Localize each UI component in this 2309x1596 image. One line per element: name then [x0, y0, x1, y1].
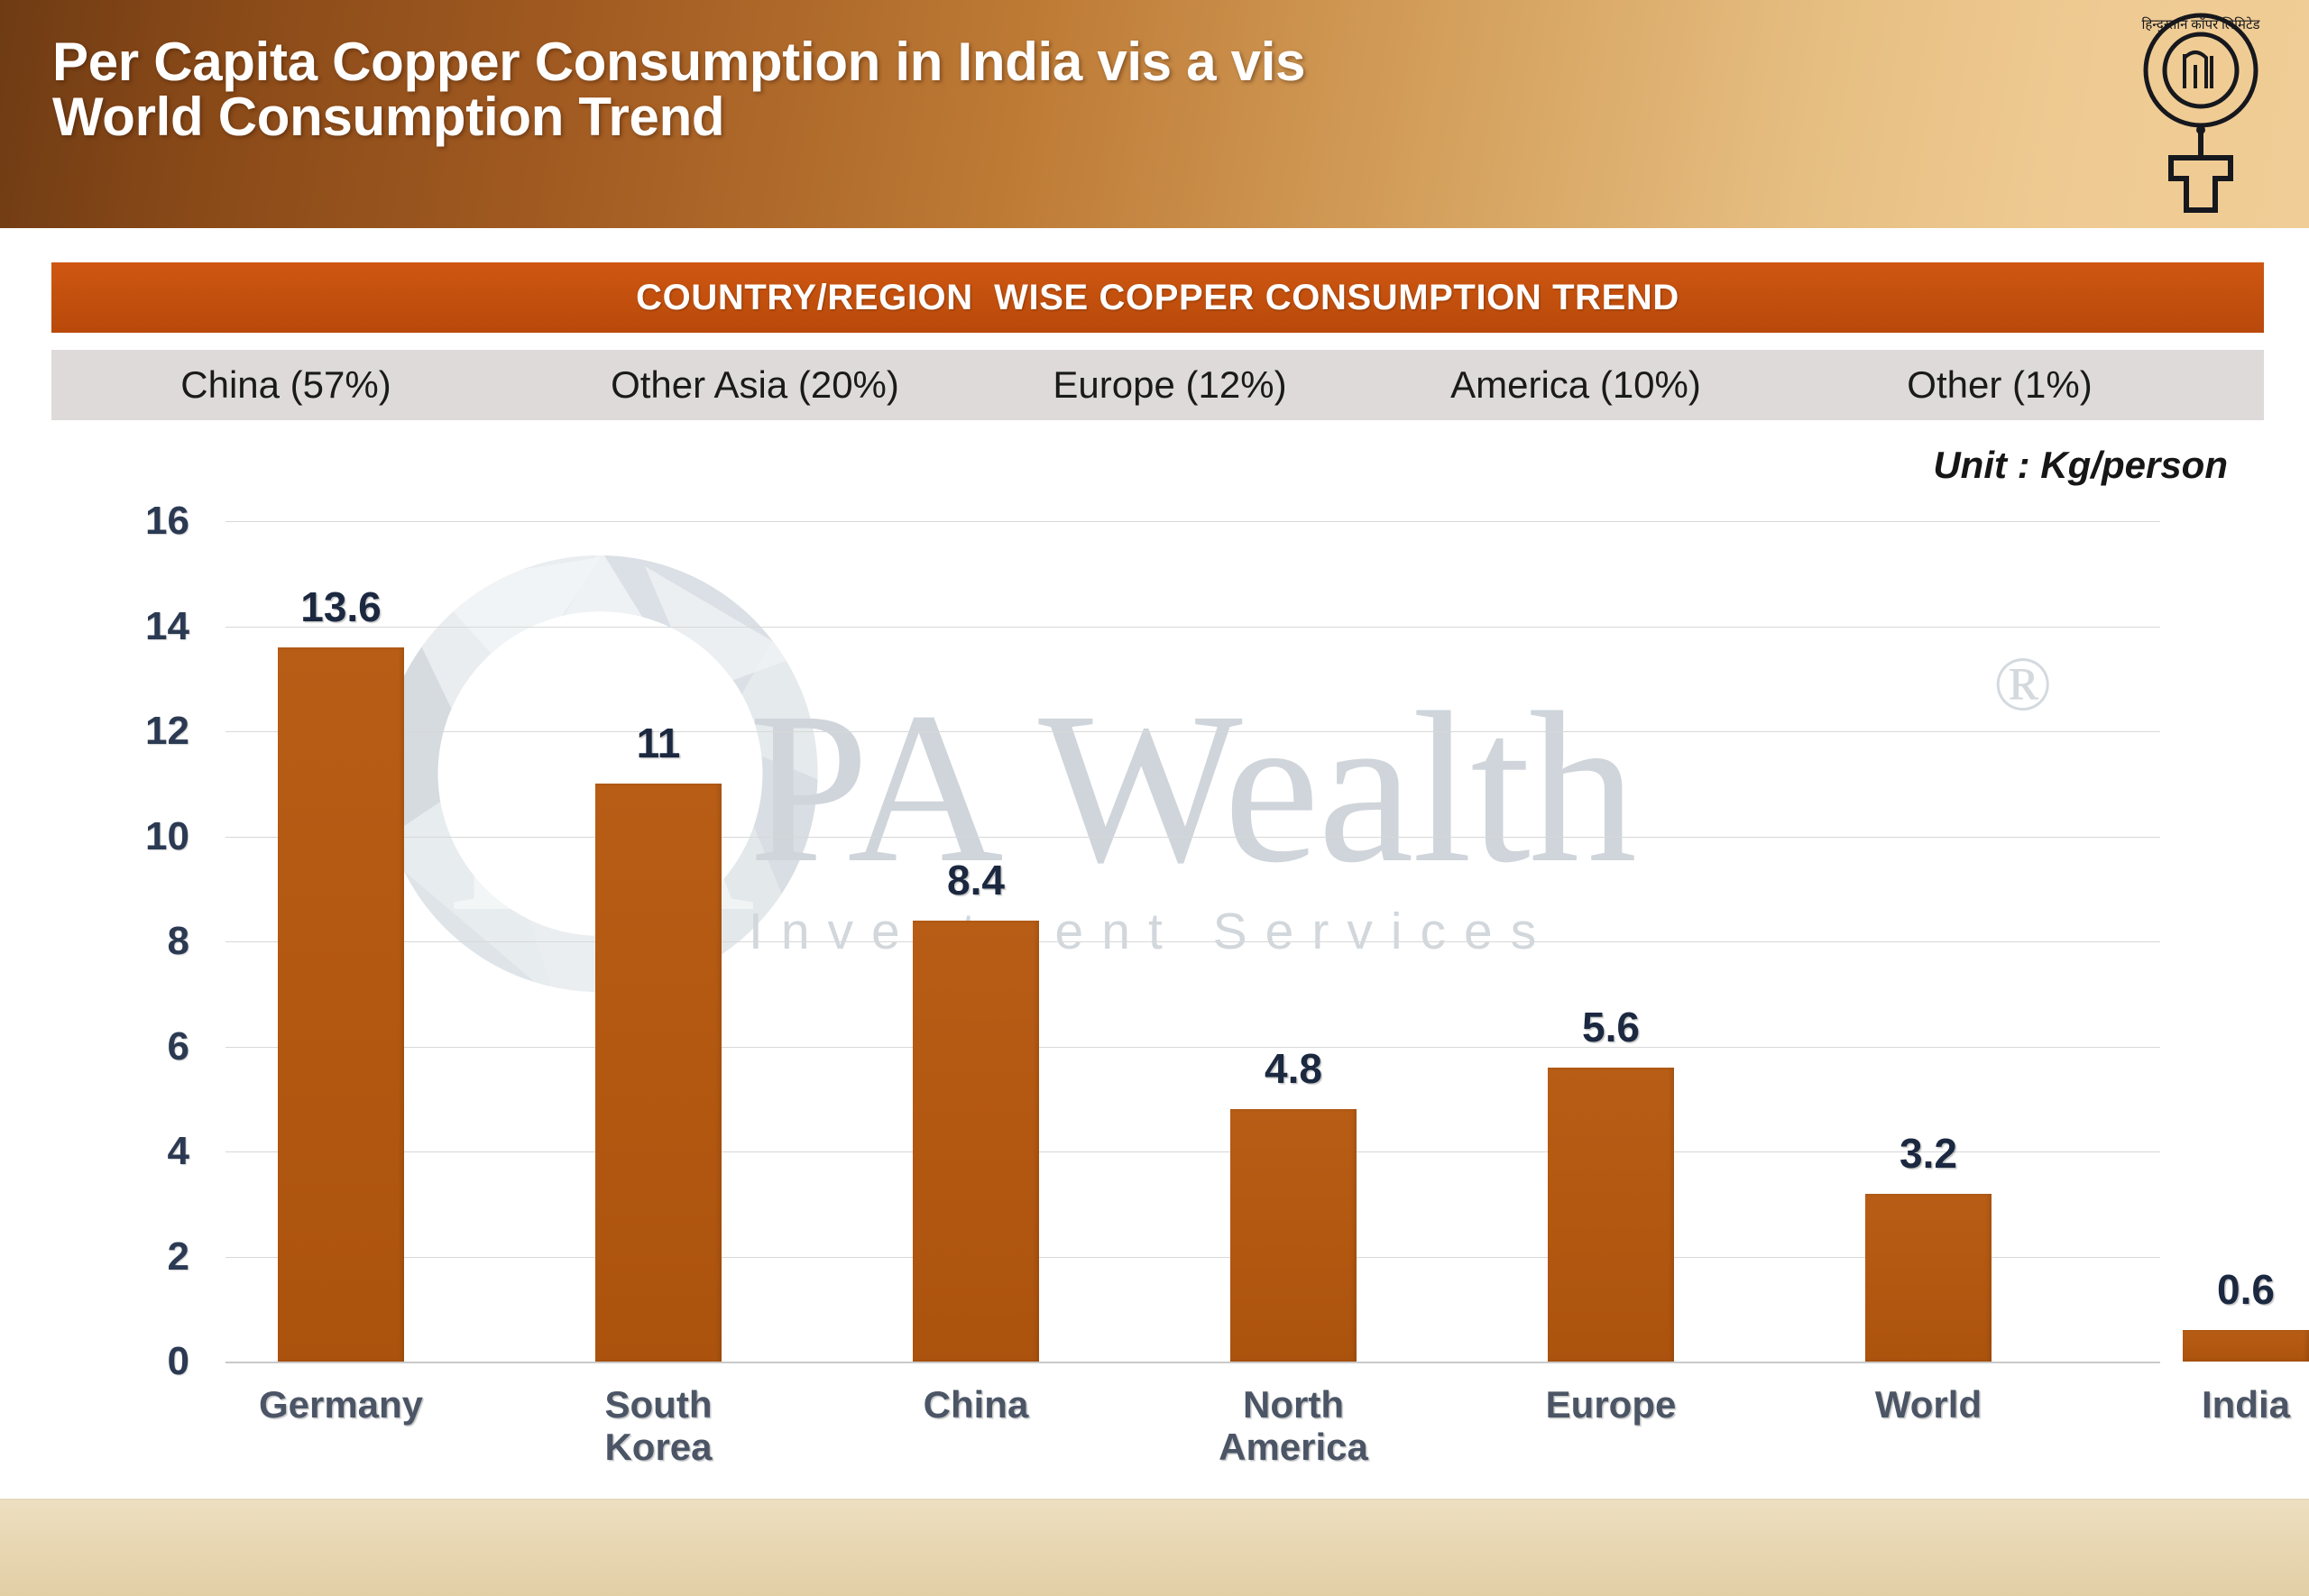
gridline	[225, 1151, 2160, 1152]
gridline	[225, 1362, 2160, 1363]
bar	[1865, 1193, 1992, 1362]
x-category-label: Germany	[258, 1383, 424, 1426]
chart-title-text: COUNTRY/REGION WISE COPPER CONSUMPTION T…	[636, 277, 1679, 317]
chart-title-band: COUNTRY/REGION WISE COPPER CONSUMPTION T…	[51, 262, 2264, 333]
gridline	[225, 626, 2160, 628]
slide-footer	[0, 1499, 2309, 1596]
bar-value-label: 4.8	[1265, 1045, 1322, 1093]
slide-header: Per Capita Copper Consumption in India v…	[0, 0, 2309, 228]
y-tick-label: 12	[145, 709, 189, 753]
bar	[1548, 1067, 1674, 1362]
bar	[2183, 1330, 2309, 1362]
gridline	[225, 731, 2160, 732]
svg-text:हिन्दुस्तान कॉपर लिमिटेड: हिन्दुस्तान कॉपर लिमिटेड	[2141, 16, 2260, 33]
page-title: Per Capita Copper Consumption in India v…	[52, 32, 1306, 148]
x-category-label: China	[923, 1383, 1029, 1426]
x-category-label: World	[1874, 1383, 1982, 1426]
y-tick-label: 2	[167, 1234, 189, 1279]
bar	[278, 647, 404, 1362]
region-share-europe: Europe (12%)	[1053, 363, 1287, 406]
bar-value-label: 5.6	[1582, 1003, 1640, 1050]
bar	[595, 784, 722, 1362]
gridline	[225, 1046, 2160, 1048]
y-tick-label: 8	[167, 919, 189, 963]
gridline	[225, 941, 2160, 942]
y-tick-label: 14	[145, 603, 189, 648]
bar-value-label: 11	[636, 720, 681, 767]
y-tick-label: 6	[167, 1023, 189, 1069]
region-share-other: Other (1%)	[1907, 363, 2093, 406]
region-share-row: China (57%) Other Asia (20%) Europe (12%…	[51, 350, 2264, 420]
x-category-label: North America	[1219, 1383, 1368, 1469]
gridline	[225, 1256, 2160, 1258]
region-share-america: America (10%)	[1450, 363, 1701, 406]
y-tick-label: 0	[167, 1339, 189, 1383]
copper-venus-emblem-icon: हिन्दुस्तान कॉपर लिमिटेड	[2141, 11, 2260, 216]
bar-value-label: 8.4	[947, 856, 1005, 903]
y-tick-label: 10	[145, 813, 189, 858]
region-share-other-asia: Other Asia (20%)	[611, 363, 899, 406]
bar-value-label: 13.6	[300, 582, 382, 630]
region-share-china: China (57%)	[180, 363, 391, 406]
y-tick-label: 16	[145, 499, 189, 543]
x-category-label: Europe	[1545, 1383, 1677, 1426]
bar	[1230, 1109, 1357, 1362]
bar-chart: 0 2 4 6 8 10 12 14 16 13.6 11 8.4 4.8 5.6 3.2 0.6 Germ…	[145, 499, 2309, 1468]
bar	[913, 920, 1039, 1362]
x-category-label: South Korea	[604, 1383, 713, 1469]
gridline	[225, 836, 2160, 838]
bar-value-label: 0.6	[2217, 1266, 2275, 1314]
unit-label: Unit : Kg/person	[1933, 444, 2228, 486]
bar-value-label: 3.2	[1900, 1129, 1957, 1177]
x-category-label: India	[2201, 1383, 2290, 1426]
y-tick-label: 4	[167, 1129, 189, 1173]
gridline	[225, 521, 2160, 522]
